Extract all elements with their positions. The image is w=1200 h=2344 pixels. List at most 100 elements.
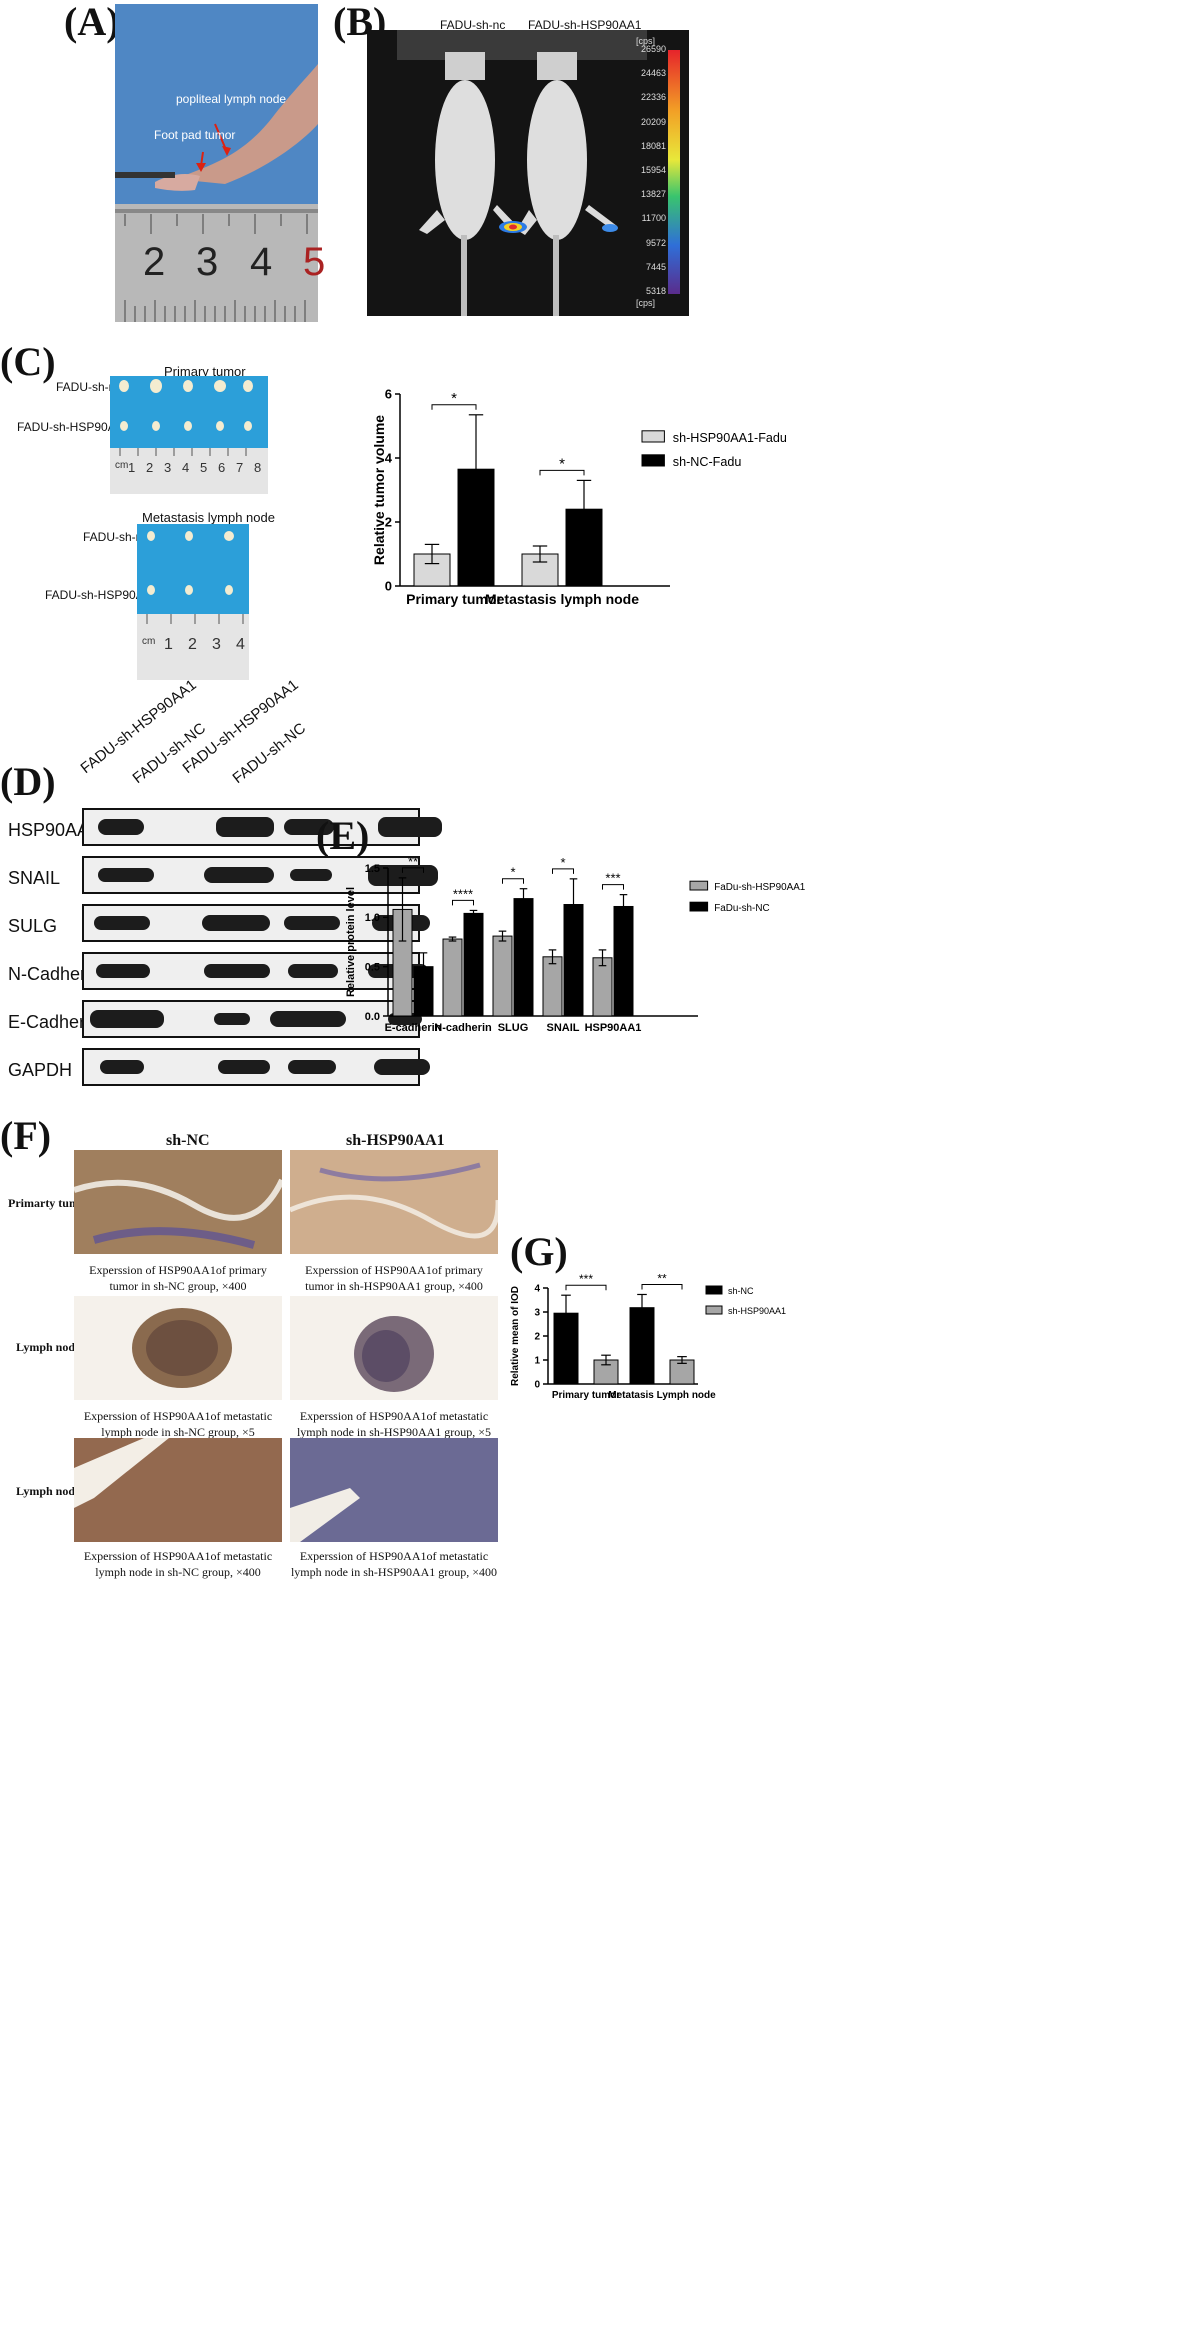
- y-tick-label: 4: [385, 451, 393, 466]
- blot-band: [204, 964, 270, 978]
- category-label: Primary tumor: [406, 591, 502, 607]
- scale-tick-label: 26590: [640, 44, 666, 54]
- ruler-tick-label: 3: [212, 636, 221, 653]
- legend-label: sh-NC: [728, 1286, 754, 1296]
- significance-bracket: [539, 469, 585, 476]
- blot-band: [202, 915, 270, 931]
- y-tick-label: 2: [385, 515, 392, 530]
- significance-label: ****: [453, 886, 473, 901]
- protein-label: N-Cadherin: [8, 964, 101, 984]
- y-axis-label: Relative protein level: [345, 887, 357, 997]
- metastasis-image: [137, 524, 249, 680]
- caption-2: Experssion of HSP90AA1of primary tumor i…: [305, 1263, 483, 1293]
- protein-label: SULG: [8, 916, 58, 936]
- y-axis-label: Relative tumor volume: [371, 415, 387, 565]
- significance-label: ***: [605, 871, 620, 886]
- protein-label: HSP90AA1: [8, 820, 100, 840]
- blot-band: [374, 1059, 430, 1075]
- y-tick-label: 4: [534, 1284, 540, 1295]
- protein-label: E-Cadherin: [8, 1012, 100, 1032]
- y-tick-label: 0: [385, 579, 392, 594]
- row-label-lymph-1: Lymph node: [16, 1340, 81, 1354]
- category-label: SNAIL: [547, 1022, 580, 1034]
- ruler-tick-label: 4: [236, 636, 245, 653]
- category-label: N-cadherin: [434, 1022, 492, 1034]
- blot-band: [216, 817, 274, 837]
- blot-band: [90, 1009, 164, 1029]
- scale-tick-label: 24463: [640, 68, 666, 79]
- legend-swatch: [689, 880, 709, 891]
- significance-label: *: [560, 858, 565, 870]
- y-tick-label: 1.0: [365, 912, 380, 924]
- ihc-primary-sh-hsp90aa1: [290, 1150, 498, 1254]
- category-label: E-cadherin: [385, 1022, 442, 1034]
- legend-label: FaDu-sh-NC: [714, 903, 769, 914]
- blot-band: [204, 866, 274, 884]
- row-label-sh-nc-2: FADU-sh-nc: [83, 530, 149, 544]
- blot-band: [98, 819, 144, 835]
- caption-5: Experssion of HSP90AA1of metastatic lymp…: [83, 1549, 273, 1579]
- blot-band: [378, 817, 442, 837]
- significance-bracket: [452, 899, 474, 906]
- blot-band: [100, 1060, 144, 1074]
- scale-tick-label: 11700: [641, 213, 666, 224]
- ruler-tick-label: cm: [142, 636, 156, 647]
- column-label-sh-hsp90aa1: sh-HSP90AA1: [346, 1132, 445, 1149]
- scale-tick-label: 9572: [645, 237, 666, 248]
- caption-4: Experssion of HSP90AA1of metastatic lymp…: [296, 1409, 492, 1439]
- blot-band: [288, 964, 338, 978]
- legend-swatch: [641, 430, 665, 443]
- scale-unit-bottom: [cps]: [636, 298, 656, 308]
- ruler-tick-label: 1: [128, 460, 136, 475]
- blot-band: [284, 916, 340, 930]
- category-label: Metastasis lymph node: [485, 591, 639, 607]
- ruler-num-3: 3: [196, 240, 219, 284]
- chart-g: 0 1 2 3 4 Relative mean of IOD Primary tumor **…: [510, 1272, 786, 1401]
- ruler-tick-label: 3: [164, 460, 172, 475]
- row-label-sh-hsp90aa1-1: FADU-sh-HSP90AA1: [17, 420, 131, 434]
- scale-tick-label: 7445: [645, 261, 666, 272]
- scale-tick-label: 13827: [640, 189, 666, 200]
- bar: [442, 938, 463, 1017]
- chart-e: 0.0 0.5 1.0 1.5 Relative protein level E-cadh…: [345, 858, 806, 1034]
- scale-tick-label: 5318: [645, 286, 666, 296]
- category-label: Primary tumor: [552, 1390, 620, 1401]
- bar: [669, 1359, 695, 1385]
- significance-bracket: [565, 1284, 607, 1291]
- blot-band: [288, 1060, 336, 1074]
- blot-band: [284, 819, 334, 835]
- ihc-image-1: [74, 1150, 282, 1254]
- significance-bracket: [552, 868, 574, 874]
- chart-c: 0 2 4 6 Relative tumor volume Primary tumor * M…: [371, 387, 787, 607]
- primary-tumor-title: Primary tumor: [164, 364, 246, 379]
- ihc-lymph-sh-nc-x400: [74, 1438, 282, 1542]
- y-tick-label: 0.5: [365, 962, 380, 974]
- bar: [463, 912, 484, 1017]
- color-scale-bar: [668, 50, 680, 294]
- y-tick-label: 0.0: [365, 1011, 380, 1023]
- y-tick-label: 2: [534, 1332, 540, 1343]
- panel-letter-c: (C): [0, 339, 56, 384]
- ruler-tick-label: 2: [146, 460, 154, 475]
- ruler-tick-label: 4: [182, 460, 190, 475]
- legend-swatch: [641, 454, 665, 467]
- primary-tumor-image: [110, 376, 268, 494]
- metastasis-title: Metastasis lymph node: [142, 510, 275, 525]
- ihc-image-2: [290, 1150, 498, 1254]
- y-tick-label: 1.5: [365, 863, 380, 875]
- ruler-tick-label: 8: [254, 460, 262, 475]
- blot-strip: [82, 904, 430, 942]
- significance-label: *: [451, 390, 457, 407]
- ihc-lymph-sh-hsp90aa1-x5: [290, 1296, 498, 1400]
- legend-label: sh-NC-Fadu: [673, 455, 742, 469]
- panel-letter-e: (E): [316, 813, 370, 858]
- popliteal-label: popliteal lymph node: [176, 92, 287, 106]
- bar: [542, 956, 563, 1017]
- panel-letter-g: (G): [510, 1229, 568, 1274]
- blot-band: [96, 964, 150, 978]
- blot-band: [290, 868, 332, 882]
- row-label-lymph-2: Lymph node: [16, 1484, 81, 1498]
- significance-label: *: [559, 455, 565, 472]
- significance-label: ***: [579, 1272, 593, 1286]
- scale-tick-label: 22336: [640, 92, 666, 103]
